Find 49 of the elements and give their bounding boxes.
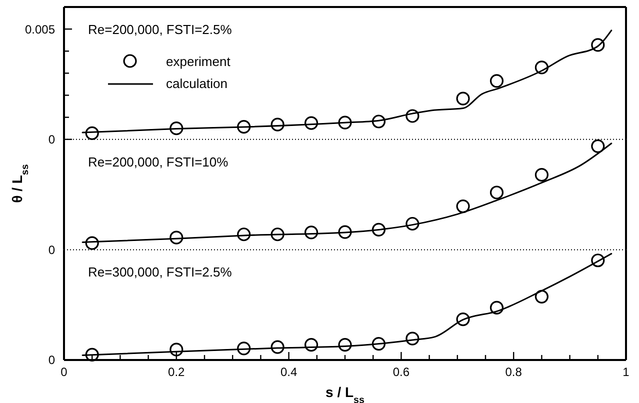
point bbox=[490, 300, 504, 314]
point bbox=[237, 120, 251, 134]
point bbox=[270, 228, 284, 242]
annotation: Re=200,000, FSTI=2.5% bbox=[88, 22, 232, 37]
y-tick-label: 0.005 bbox=[24, 22, 56, 36]
point bbox=[304, 338, 318, 352]
point bbox=[456, 200, 470, 214]
x-tick-label: 0 bbox=[60, 365, 68, 379]
point bbox=[456, 92, 470, 106]
annotation: Re=200,000, FSTI=10% bbox=[88, 154, 229, 170]
point bbox=[490, 74, 504, 88]
x-tick-label: 1 bbox=[622, 365, 630, 379]
point bbox=[304, 226, 318, 240]
point bbox=[534, 60, 548, 74]
x-tick-label: 0.4 bbox=[280, 365, 298, 379]
point bbox=[270, 340, 284, 354]
point bbox=[85, 348, 99, 362]
point bbox=[85, 126, 99, 140]
point bbox=[406, 109, 420, 123]
point bbox=[237, 342, 251, 356]
point bbox=[304, 116, 318, 130]
annotation: Re=300,000, FSTI=2.5% bbox=[88, 264, 232, 280]
point bbox=[270, 118, 284, 132]
point bbox=[170, 342, 184, 356]
legend-label: experiment bbox=[166, 54, 231, 69]
point bbox=[591, 139, 605, 153]
point bbox=[338, 225, 352, 239]
point bbox=[372, 337, 386, 351]
point bbox=[372, 114, 386, 128]
point bbox=[534, 290, 548, 304]
point bbox=[406, 332, 420, 346]
point bbox=[338, 338, 352, 352]
point bbox=[85, 236, 99, 250]
point bbox=[456, 312, 470, 326]
point bbox=[338, 116, 352, 130]
x-tick-label: 0.6 bbox=[392, 365, 410, 379]
point bbox=[591, 254, 605, 268]
point bbox=[490, 186, 504, 200]
x-tick-label: 0.2 bbox=[168, 365, 186, 379]
x-tick-label: 0.8 bbox=[505, 365, 522, 379]
x-axis-title: s / L$_{ss}$ bbox=[326, 384, 366, 403]
point bbox=[170, 230, 184, 244]
point bbox=[170, 122, 184, 136]
point bbox=[591, 38, 605, 52]
point bbox=[237, 228, 251, 242]
point bbox=[534, 168, 548, 182]
point bbox=[372, 222, 386, 236]
legend-label: calculation bbox=[166, 76, 228, 91]
point bbox=[406, 216, 420, 231]
